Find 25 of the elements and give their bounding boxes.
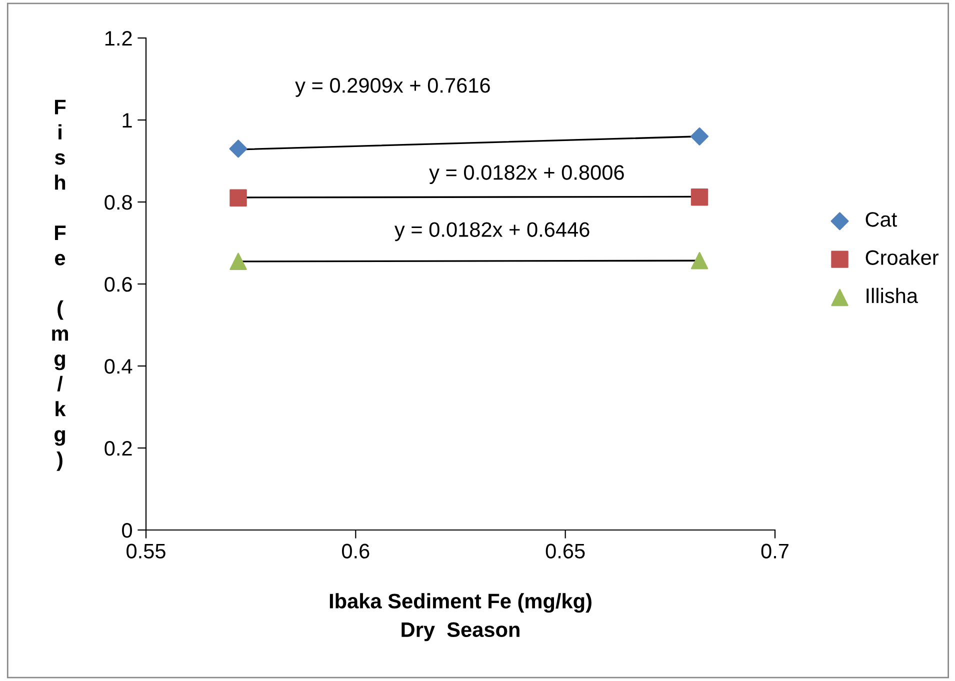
legend-label: Cat: [866, 212, 898, 227]
point: [690, 127, 709, 146]
x-tick-label: 0.6: [342, 544, 370, 558]
annotation: y = 0.2909x + 0.7616: [295, 78, 490, 97]
point: [690, 252, 708, 270]
x-tick-label: 0.65: [546, 544, 585, 558]
x-tick-label: 0.7: [761, 544, 788, 558]
annotation: y = 0.0182x + 0.8006: [429, 165, 624, 184]
y-tick-label: 0.2: [104, 441, 132, 456]
point: [230, 189, 247, 207]
point: [690, 188, 708, 206]
text: Fish Fe (mg/kg): [52, 100, 68, 471]
legend-label: Croaker: [866, 250, 938, 265]
y-tick-label: 0: [122, 523, 132, 538]
x-axis-title: Ibaka Sediment Fe (mg/kg) Dry Season: [330, 593, 592, 642]
x-tick-label: 0.55: [126, 544, 166, 558]
y-tick-label: 0.6: [104, 277, 132, 292]
y-tick-label: 1: [122, 113, 132, 128]
y-tick-label: 0.4: [104, 359, 132, 374]
annotation: y = 0.0182x + 0.6446: [394, 222, 590, 242]
y-tick-label: 0.8: [104, 195, 132, 210]
point: [229, 140, 248, 158]
y-tick-label: 1.2: [105, 31, 132, 46]
point: [230, 252, 247, 270]
legend-label: Illisha: [866, 288, 918, 304]
